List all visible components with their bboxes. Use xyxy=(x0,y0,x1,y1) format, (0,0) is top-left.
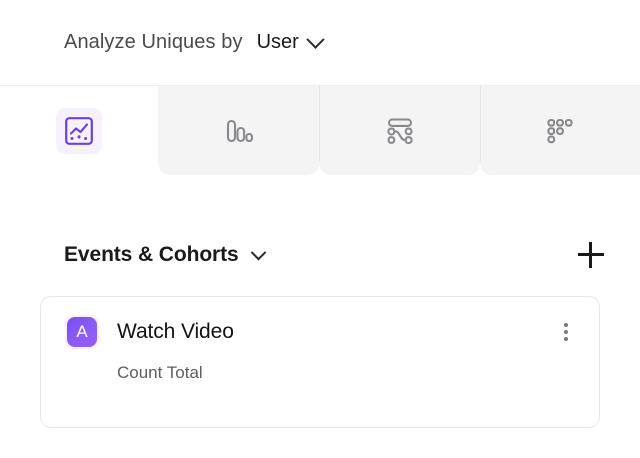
events-cohorts-header: Events & Cohorts xyxy=(0,238,640,272)
event-card[interactable]: A Watch Video Count Total xyxy=(40,296,600,428)
avatar: A xyxy=(67,317,97,347)
event-card-container: A Watch Video Count Total xyxy=(0,272,640,428)
funnel-flow-icon xyxy=(382,113,418,149)
chevron-down-icon[interactable] xyxy=(250,244,266,260)
tab-funnel-flow[interactable] xyxy=(319,86,480,175)
events-cohorts-section: Events & Cohorts A Watch Video Count Tot… xyxy=(0,176,640,428)
chart-type-tabs xyxy=(0,86,640,176)
event-card-top-row: A Watch Video xyxy=(67,317,577,347)
line-chart-framed-icon xyxy=(56,108,102,154)
bar-chart-icon xyxy=(222,114,256,148)
analyze-by-value: User xyxy=(256,31,299,53)
kebab-dot xyxy=(564,323,568,327)
analyze-label: Analyze Uniques by xyxy=(64,31,243,53)
tab-bar-chart[interactable] xyxy=(158,86,319,175)
tab-dot-grid[interactable] xyxy=(480,86,640,175)
kebab-dot xyxy=(564,330,568,334)
section-title: Events & Cohorts xyxy=(64,243,239,266)
kebab-dot xyxy=(564,337,568,341)
chevron-down-icon xyxy=(306,30,325,49)
analysis-header: Analyze Uniques by User xyxy=(0,0,640,86)
plus-icon[interactable] xyxy=(578,242,604,268)
tab-line-chart[interactable] xyxy=(0,86,158,176)
kebab-menu-icon[interactable] xyxy=(555,321,577,343)
dot-grid-icon xyxy=(543,114,577,148)
event-measure[interactable]: Count Total xyxy=(117,363,203,382)
analyze-by-dropdown[interactable]: User xyxy=(256,30,325,54)
event-name[interactable]: Watch Video xyxy=(117,320,234,343)
